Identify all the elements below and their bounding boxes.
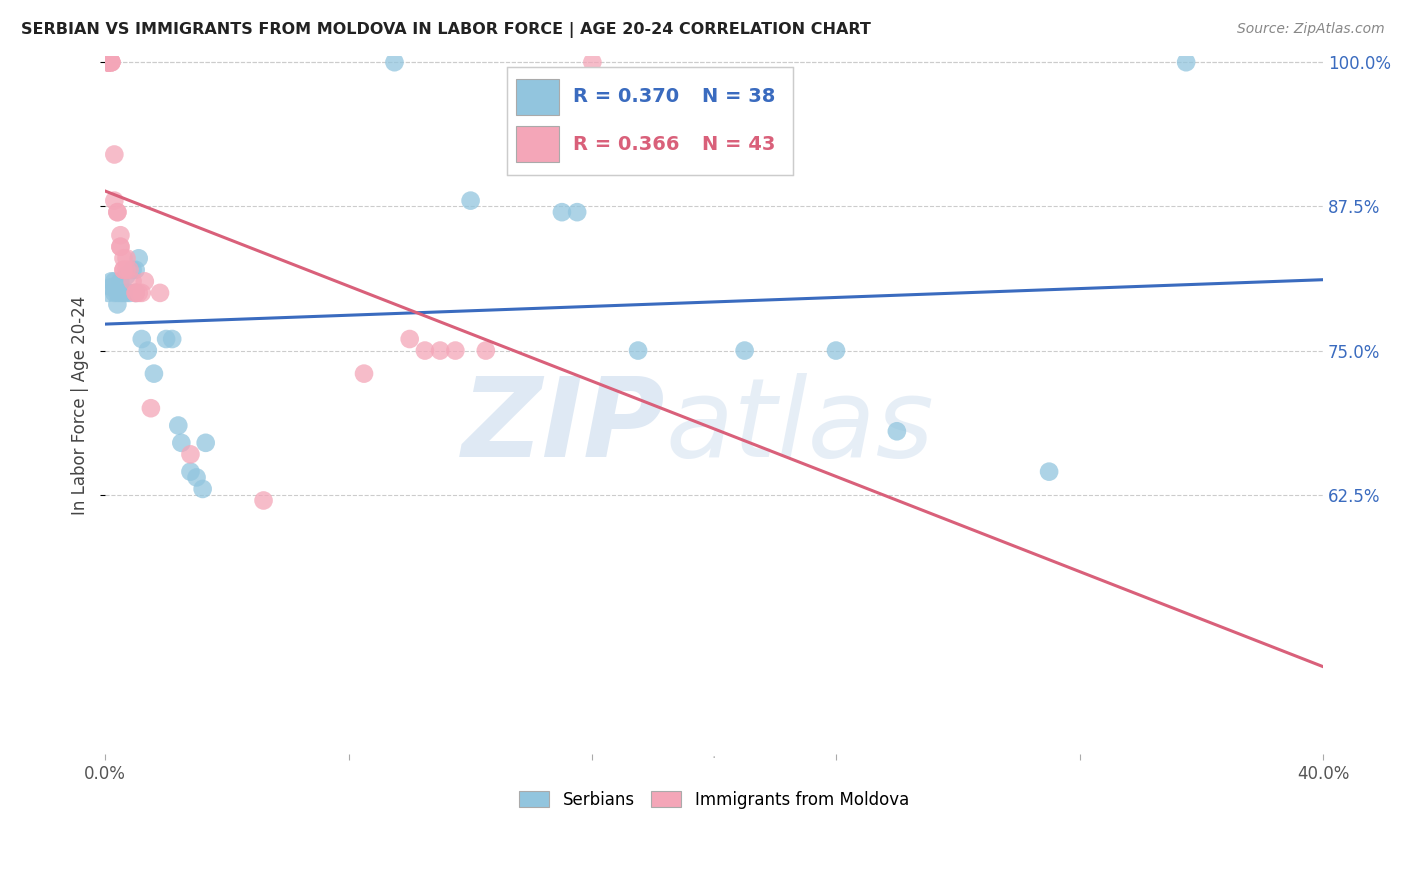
Point	[384, 55, 406, 70]
Point	[1175, 55, 1198, 70]
Point	[118, 285, 141, 300]
Point	[103, 274, 125, 288]
Point	[551, 205, 574, 219]
Point	[97, 55, 120, 70]
Point	[97, 55, 120, 70]
Point	[136, 343, 159, 358]
Point	[124, 285, 146, 300]
Text: atlas: atlas	[665, 373, 934, 480]
Point	[886, 425, 908, 439]
Point	[103, 285, 125, 300]
Point	[475, 343, 498, 358]
Point	[581, 55, 603, 70]
Point	[121, 274, 143, 288]
Point	[105, 205, 128, 219]
Point	[112, 252, 135, 266]
Legend: Serbians, Immigrants from Moldova: Serbians, Immigrants from Moldova	[513, 784, 915, 815]
Y-axis label: In Labor Force | Age 20-24: In Labor Force | Age 20-24	[72, 296, 89, 515]
Point	[142, 367, 165, 381]
Point	[252, 493, 274, 508]
Point	[103, 194, 125, 208]
Point	[160, 332, 183, 346]
Point	[97, 285, 120, 300]
Point	[118, 262, 141, 277]
Point	[110, 240, 132, 254]
Point	[105, 285, 128, 300]
Point	[155, 332, 177, 346]
Point	[110, 285, 132, 300]
Point	[194, 435, 217, 450]
Point	[353, 367, 375, 381]
Point	[170, 435, 193, 450]
Text: Source: ZipAtlas.com: Source: ZipAtlas.com	[1237, 22, 1385, 37]
Point	[444, 343, 467, 358]
Point	[149, 285, 172, 300]
Point	[97, 55, 120, 70]
Point	[103, 147, 125, 161]
Point	[97, 55, 120, 70]
Point	[191, 482, 214, 496]
Point	[110, 274, 132, 288]
Point	[1038, 465, 1060, 479]
Point	[100, 280, 122, 294]
Point	[110, 240, 132, 254]
Point	[124, 262, 146, 277]
Point	[100, 55, 122, 70]
Point	[105, 297, 128, 311]
Point	[100, 55, 122, 70]
Point	[124, 285, 146, 300]
Point	[398, 332, 420, 346]
Point	[179, 465, 201, 479]
Point	[134, 274, 156, 288]
Point	[100, 55, 122, 70]
Text: SERBIAN VS IMMIGRANTS FROM MOLDOVA IN LABOR FORCE | AGE 20-24 CORRELATION CHART: SERBIAN VS IMMIGRANTS FROM MOLDOVA IN LA…	[21, 22, 870, 38]
Point	[131, 332, 153, 346]
Point	[429, 343, 451, 358]
Point	[186, 470, 208, 484]
Point	[115, 285, 138, 300]
Point	[115, 262, 138, 277]
Point	[115, 252, 138, 266]
Point	[565, 205, 588, 219]
Point	[110, 228, 132, 243]
Point	[112, 262, 135, 277]
Point	[97, 55, 120, 70]
Point	[734, 343, 756, 358]
Point	[460, 194, 482, 208]
Point	[128, 285, 150, 300]
Point	[97, 55, 120, 70]
Point	[100, 274, 122, 288]
Point	[100, 55, 122, 70]
Point	[97, 55, 120, 70]
Point	[825, 343, 848, 358]
Text: ZIP: ZIP	[463, 373, 665, 480]
Point	[128, 252, 150, 266]
Point	[413, 343, 436, 358]
Point	[115, 268, 138, 283]
Point	[167, 418, 190, 433]
Point	[112, 262, 135, 277]
Point	[131, 285, 153, 300]
Point	[179, 447, 201, 461]
Point	[627, 343, 650, 358]
Point	[112, 285, 135, 300]
Point	[121, 262, 143, 277]
Point	[97, 55, 120, 70]
Point	[124, 285, 146, 300]
Point	[97, 55, 120, 70]
Point	[139, 401, 162, 416]
Point	[105, 205, 128, 219]
